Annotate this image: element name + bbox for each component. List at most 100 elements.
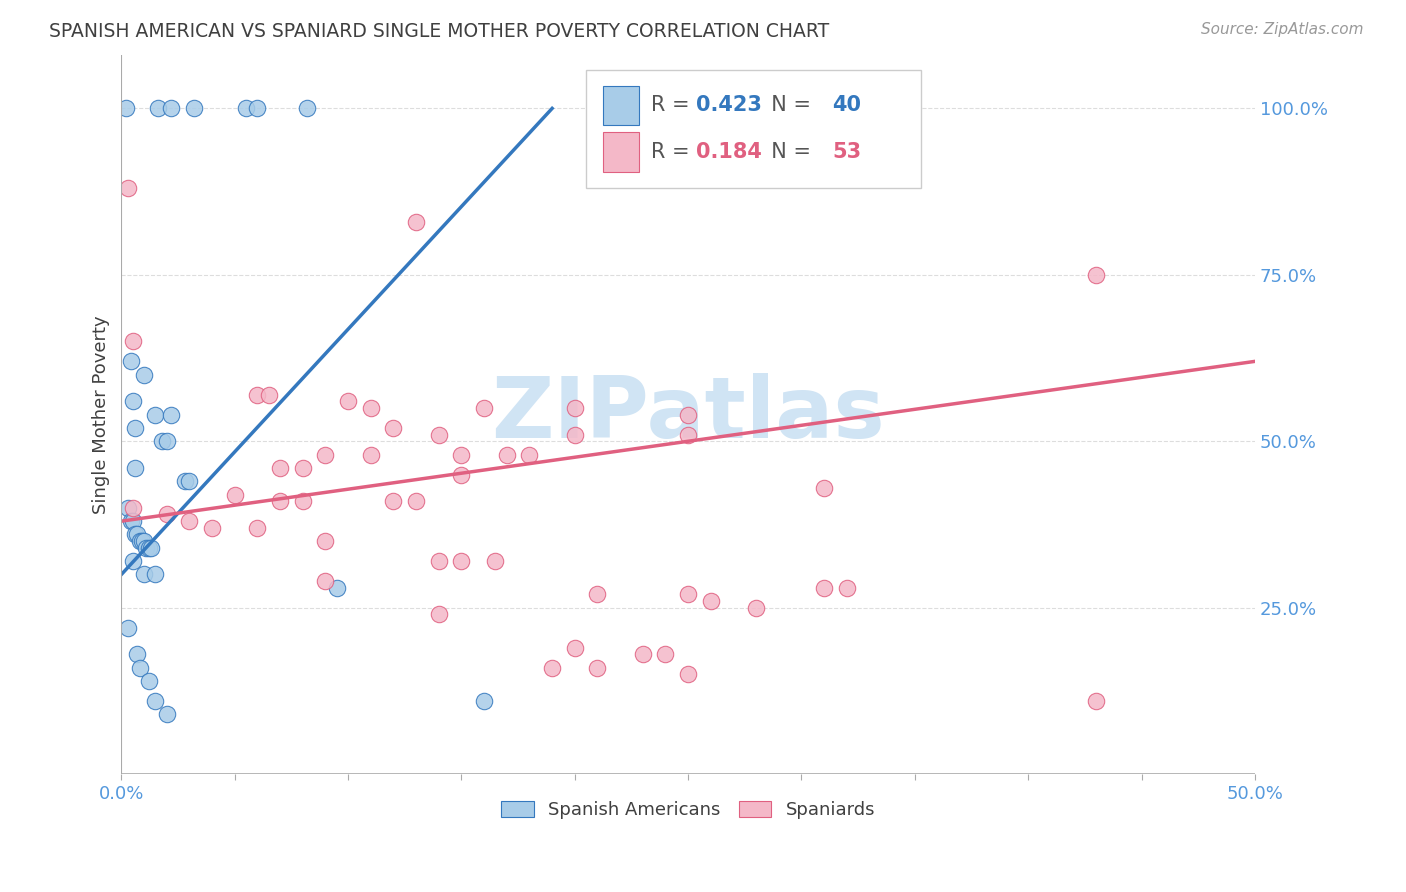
Point	[160, 408, 183, 422]
Point	[145, 694, 167, 708]
Text: SPANISH AMERICAN VS SPANIARD SINGLE MOTHER POVERTY CORRELATION CHART: SPANISH AMERICAN VS SPANIARD SINGLE MOTH…	[49, 22, 830, 41]
Point	[450, 554, 472, 568]
Point	[314, 448, 336, 462]
Point	[654, 648, 676, 662]
Point	[146, 102, 169, 116]
Text: 0.423: 0.423	[696, 95, 762, 115]
FancyBboxPatch shape	[603, 132, 640, 172]
Text: R =: R =	[651, 95, 696, 115]
FancyBboxPatch shape	[603, 86, 640, 125]
Point	[314, 574, 336, 588]
Point	[179, 514, 201, 528]
Point	[121, 500, 143, 515]
Text: R =: R =	[651, 142, 696, 162]
Point	[235, 102, 257, 116]
Point	[564, 640, 586, 655]
Point	[132, 368, 155, 382]
Point	[179, 474, 201, 488]
Point	[676, 587, 699, 601]
Point	[121, 514, 143, 528]
Text: ZIPatlas: ZIPatlas	[491, 373, 884, 456]
Point	[291, 494, 314, 508]
Point	[676, 427, 699, 442]
FancyBboxPatch shape	[586, 70, 921, 188]
Point	[297, 102, 319, 116]
Point	[427, 607, 450, 622]
Point	[183, 102, 205, 116]
Point	[382, 494, 405, 508]
Point	[117, 181, 139, 195]
Point	[257, 387, 280, 401]
Point	[564, 427, 586, 442]
Point	[405, 214, 427, 228]
Point	[450, 467, 472, 482]
Point	[427, 554, 450, 568]
Y-axis label: Single Mother Poverty: Single Mother Poverty	[93, 315, 110, 514]
Point	[201, 521, 224, 535]
Point	[472, 401, 495, 415]
Text: 0.184: 0.184	[696, 142, 762, 162]
Text: N =: N =	[758, 95, 818, 115]
Point	[1085, 694, 1108, 708]
Text: 53: 53	[832, 142, 862, 162]
Point	[269, 494, 291, 508]
Point	[519, 448, 541, 462]
Point	[405, 494, 427, 508]
Point	[360, 401, 382, 415]
Point	[360, 448, 382, 462]
Point	[314, 534, 336, 549]
Point	[246, 521, 269, 535]
Point	[121, 334, 143, 349]
Point	[132, 534, 155, 549]
Point	[541, 660, 564, 674]
Point	[124, 461, 146, 475]
Point	[495, 448, 517, 462]
Point	[676, 667, 699, 681]
Point	[156, 707, 179, 722]
Point	[337, 394, 360, 409]
Point	[700, 594, 723, 608]
Point	[132, 567, 155, 582]
Point	[145, 567, 167, 582]
Text: Source: ZipAtlas.com: Source: ZipAtlas.com	[1201, 22, 1364, 37]
Point	[586, 587, 609, 601]
Point	[291, 461, 314, 475]
Point	[138, 541, 160, 555]
Point	[117, 621, 139, 635]
Point	[156, 508, 179, 522]
Legend: Spanish Americans, Spaniards: Spanish Americans, Spaniards	[494, 794, 883, 826]
Point	[813, 481, 835, 495]
Point	[121, 394, 143, 409]
Point	[127, 527, 149, 541]
Point	[586, 660, 609, 674]
Point	[145, 408, 167, 422]
Point	[150, 434, 173, 449]
Point	[131, 534, 153, 549]
Point	[382, 421, 405, 435]
Point	[174, 474, 197, 488]
Point	[269, 461, 291, 475]
Point	[120, 514, 142, 528]
Point	[139, 541, 162, 555]
Point	[117, 500, 139, 515]
Text: N =: N =	[758, 142, 818, 162]
Point	[127, 648, 149, 662]
Point	[121, 554, 143, 568]
Point	[128, 534, 150, 549]
Point	[124, 421, 146, 435]
Point	[450, 448, 472, 462]
Point	[246, 387, 269, 401]
Point	[745, 600, 768, 615]
Point	[135, 541, 157, 555]
Point	[138, 673, 160, 688]
Point	[813, 581, 835, 595]
Point	[224, 487, 246, 501]
Point	[115, 102, 138, 116]
Point	[246, 102, 269, 116]
Point	[326, 581, 349, 595]
Point	[676, 408, 699, 422]
Point	[484, 554, 506, 568]
Point	[631, 648, 654, 662]
Point	[120, 354, 142, 368]
Point	[128, 660, 150, 674]
